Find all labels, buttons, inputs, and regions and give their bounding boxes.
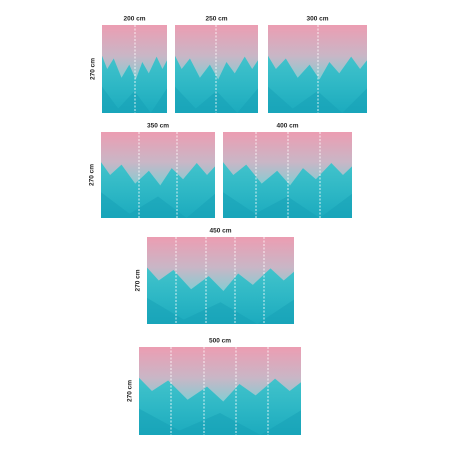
panel-mountains — [139, 377, 301, 435]
panel-shade — [139, 408, 301, 435]
width-label: 200 cm — [123, 16, 145, 23]
wallpaper-panel — [139, 347, 301, 435]
height-label: 270 cm — [89, 164, 96, 186]
height-label: 270 cm — [135, 269, 142, 291]
wallpaper-panel — [175, 25, 258, 113]
width-label: 500 cm — [209, 338, 231, 345]
width-label: 300 cm — [306, 16, 328, 23]
panel-mountains — [101, 162, 215, 218]
wallpaper-panel — [147, 237, 294, 324]
panel-shade — [223, 192, 352, 218]
wallpaper-panel — [101, 132, 215, 218]
panel-mountains — [147, 267, 294, 324]
panel-mountains — [175, 55, 258, 113]
wallpaper-panel — [102, 25, 167, 113]
width-label: 450 cm — [209, 228, 231, 235]
panel-mountains — [102, 55, 167, 113]
panel-mountains — [223, 162, 352, 218]
width-label: 400 cm — [276, 123, 298, 130]
panel-mountains — [268, 55, 367, 113]
panel-shade — [147, 297, 294, 324]
wallpaper-panel — [268, 25, 367, 113]
panel-shade — [101, 192, 215, 218]
width-label: 350 cm — [147, 123, 169, 130]
height-label: 270 cm — [90, 58, 97, 80]
wallpaper-panel — [223, 132, 352, 218]
panel-shade — [268, 86, 367, 113]
panel-shade — [102, 86, 167, 113]
panel-shade — [175, 86, 258, 113]
height-label: 270 cm — [127, 380, 134, 402]
width-label: 250 cm — [205, 16, 227, 23]
